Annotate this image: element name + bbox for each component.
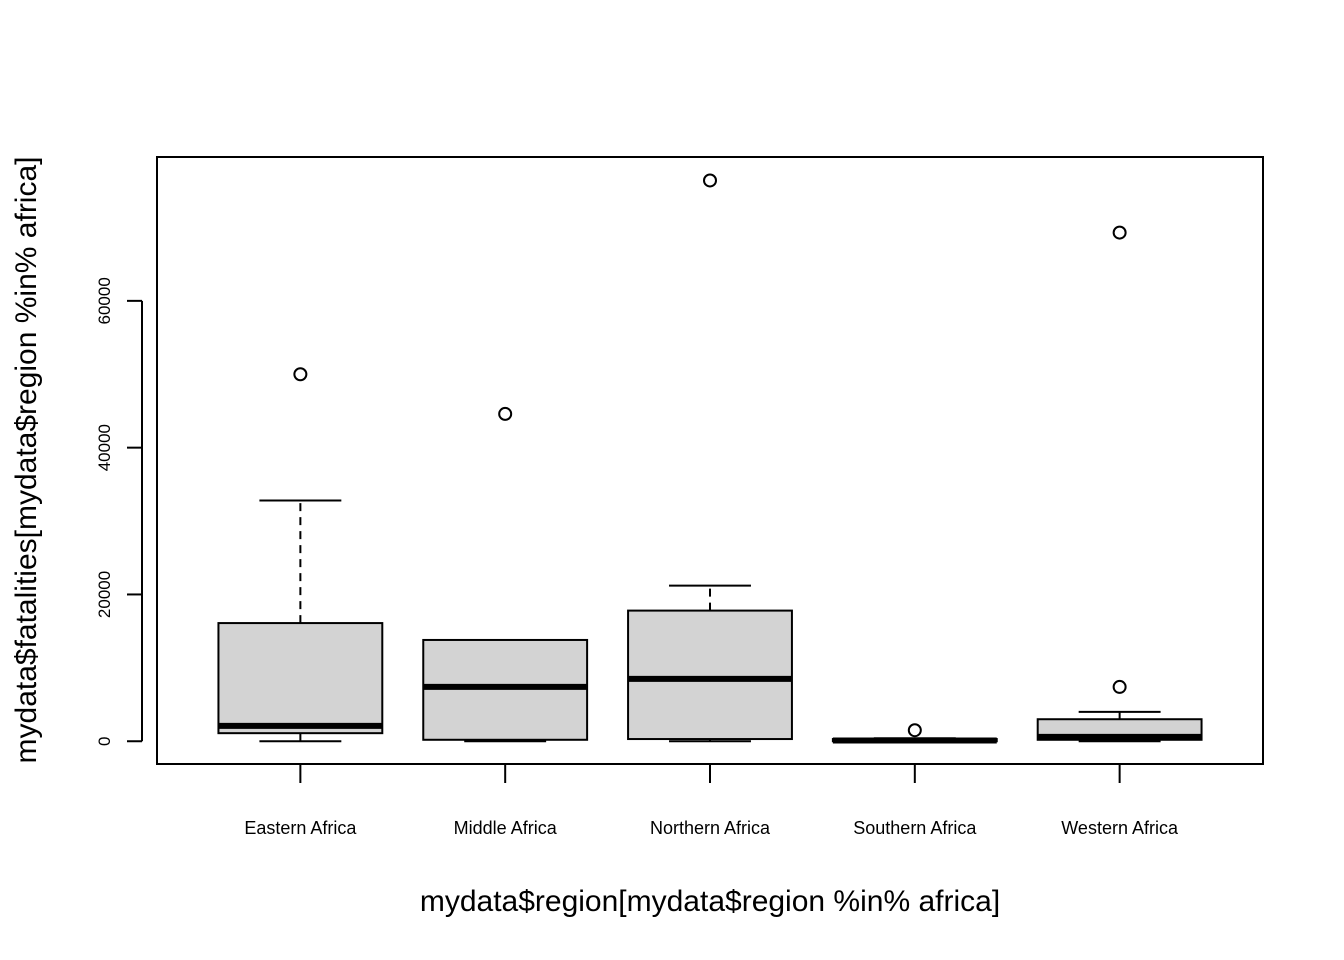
box-group (422, 406, 589, 743)
x-tick-label: Northern Africa (650, 818, 771, 838)
y-tick-label: 20000 (95, 571, 114, 618)
x-axis-title: mydata$region[mydata$region %in% africa] (420, 885, 1000, 918)
y-axis: 0 20000 40000 60000 (95, 277, 143, 746)
y-tick-label: 0 (95, 737, 114, 746)
x-tick-label: Eastern Africa (244, 818, 357, 838)
outlier-point (293, 367, 308, 382)
y-axis-title: mydata$fatalities[mydata$region %in% afr… (10, 157, 43, 764)
outlier-point (703, 173, 717, 188)
y-tick-label: 60000 (95, 277, 114, 324)
box-iqr (627, 609, 793, 741)
y-tick-label: 40000 (95, 424, 114, 471)
outlier-point (907, 723, 922, 738)
outlier-point (1112, 679, 1127, 694)
box-group (627, 173, 793, 743)
box-iqr (217, 622, 384, 735)
box-group (1036, 225, 1203, 743)
box-group (217, 367, 384, 743)
x-axis: Eastern Africa Middle Africa Northern Afri… (244, 764, 1179, 838)
x-tick-label: Middle Africa (454, 818, 558, 838)
outlier-point (1112, 225, 1127, 240)
x-tick-label: Southern Africa (853, 818, 977, 838)
x-tick-label: Western Africa (1061, 818, 1179, 838)
boxes (217, 173, 1203, 744)
box-group (831, 723, 998, 744)
outlier-point (498, 406, 513, 421)
